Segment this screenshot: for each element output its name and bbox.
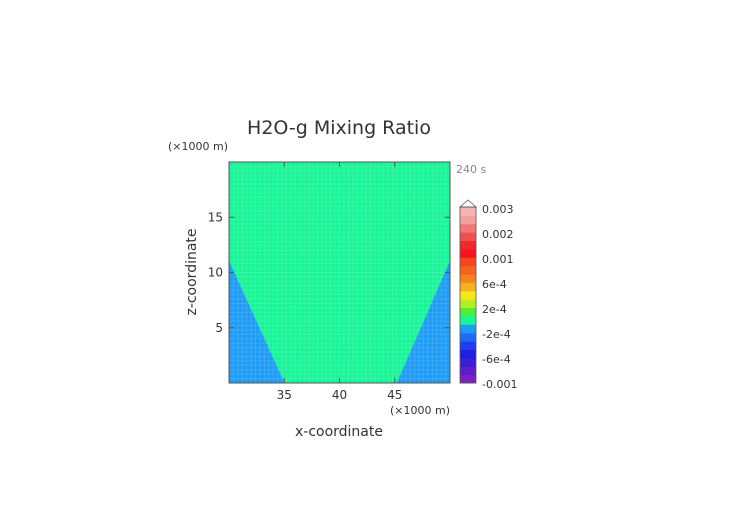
colorbar-label: 0.003 bbox=[482, 203, 514, 216]
colorbar-level bbox=[460, 232, 476, 242]
y-tick-label: 10 bbox=[208, 266, 223, 280]
chart-title: H2O-g Mixing Ratio bbox=[247, 117, 431, 139]
colorbar-level bbox=[460, 366, 476, 376]
region-center bbox=[229, 162, 450, 383]
colorbar-level bbox=[460, 240, 476, 250]
colorbar: 0.003 0.002 0.001 6e-4 2e-4 -2e-4 -6e-4 -0.001 bbox=[458, 199, 517, 391]
colorbar-level bbox=[460, 290, 476, 300]
colorbar-level bbox=[460, 315, 476, 325]
region-left bbox=[229, 261, 285, 383]
colorbar-frame bbox=[459, 206, 477, 384]
colorbar-level bbox=[460, 341, 476, 350]
colorbar-level bbox=[460, 307, 476, 317]
colorbar-level bbox=[460, 257, 476, 267]
colorbar-level bbox=[460, 332, 476, 342]
colorbar-label: 0.001 bbox=[482, 253, 514, 266]
colorbar-level bbox=[460, 223, 476, 233]
colorbar-label: -6e-4 bbox=[482, 353, 511, 366]
x-tick-label: 35 bbox=[277, 388, 292, 402]
colorbar-level bbox=[460, 248, 476, 258]
colorbar-level bbox=[460, 207, 476, 216]
x-tick-label: 45 bbox=[387, 388, 402, 402]
colorbar-label: -2e-4 bbox=[482, 328, 511, 341]
x-tick-label: 40 bbox=[332, 388, 347, 402]
colorbar-level bbox=[460, 265, 476, 275]
y-unit-label: (×1000 m) bbox=[168, 140, 228, 153]
y-axis: 5 10 15 bbox=[208, 210, 450, 335]
colorbar-level bbox=[460, 324, 476, 334]
x-unit-label: (×1000 m) bbox=[390, 404, 450, 417]
colorbar-extend-arrow bbox=[458, 199, 478, 208]
time-label: 240 s bbox=[456, 163, 486, 176]
y-tick-label: 5 bbox=[215, 321, 223, 335]
colorbar-level bbox=[460, 299, 476, 309]
colorbar-level bbox=[460, 357, 476, 367]
x-axis-label: x-coordinate bbox=[295, 424, 383, 440]
x-axis: 35 40 45 bbox=[277, 162, 402, 402]
colorbar-level bbox=[460, 349, 476, 359]
y-axis-label: z-coordinate bbox=[184, 228, 200, 315]
colorbar-level bbox=[460, 215, 476, 225]
colorbar-level bbox=[460, 374, 476, 384]
colorbar-label: 0.002 bbox=[482, 228, 514, 241]
colorbar-level bbox=[460, 282, 476, 292]
field-regions bbox=[229, 162, 450, 383]
colorbar-label: 2e-4 bbox=[482, 303, 507, 316]
colorbar-label: 6e-4 bbox=[482, 278, 507, 291]
colorbar-level bbox=[460, 274, 476, 283]
colorbar-label: -0.001 bbox=[482, 378, 517, 391]
y-tick-label: 15 bbox=[208, 210, 223, 224]
region-right bbox=[396, 261, 450, 383]
